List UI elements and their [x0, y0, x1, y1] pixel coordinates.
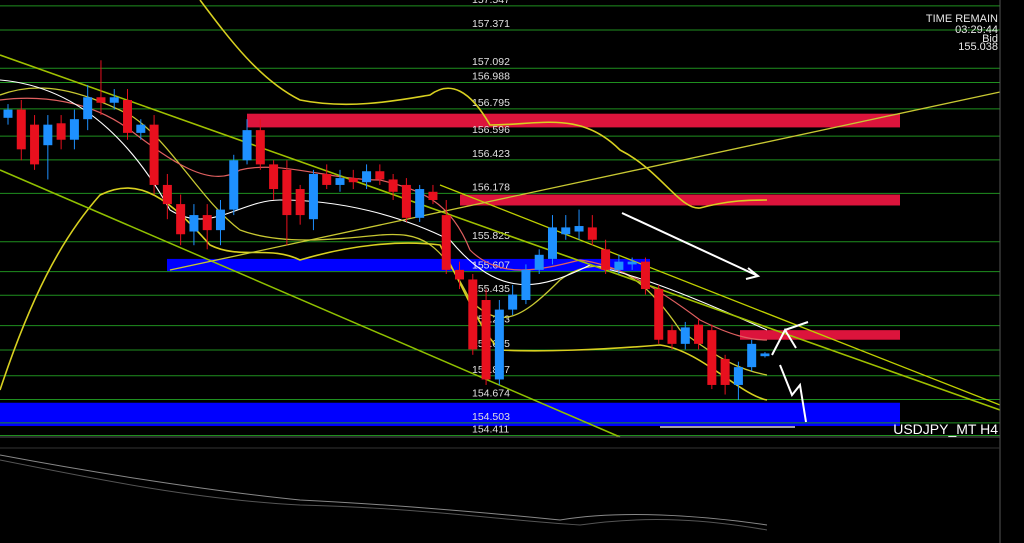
candle-body: [242, 130, 252, 161]
arrow: [779, 364, 807, 423]
candle-body: [614, 261, 624, 270]
oscillator-panel: [0, 447, 1000, 531]
upper-band: [199, 0, 768, 209]
candle-body: [362, 171, 372, 183]
candle-body: [481, 300, 491, 380]
level-label: 157.371: [472, 18, 510, 30]
candle-body: [202, 215, 212, 231]
candle-body: [547, 227, 557, 259]
candle-body: [401, 184, 411, 218]
candle-body: [508, 294, 518, 310]
zone: [167, 258, 650, 272]
arrow: [771, 321, 809, 356]
trend-line: [0, 54, 1001, 411]
level-label: 156.988: [472, 70, 510, 82]
bid-value: 155.038: [958, 41, 998, 53]
level-label: 155.607: [472, 260, 510, 272]
candle-body: [680, 327, 690, 344]
candle-body: [733, 367, 743, 385]
candle-body: [123, 100, 133, 133]
candle-body: [627, 261, 637, 265]
candle-body: [176, 204, 186, 235]
candle-body: [468, 279, 478, 350]
time-remain-value: 03:29:44: [955, 24, 998, 36]
candle-body: [16, 109, 26, 150]
level-label: 156.423: [472, 148, 510, 160]
candle-body: [654, 289, 664, 340]
level-label: 155.825: [472, 230, 510, 242]
candle-body: [348, 178, 358, 183]
candle-body: [56, 123, 66, 140]
trend-line: [439, 184, 1001, 406]
candle-body: [760, 353, 770, 357]
candle-body: [295, 189, 305, 216]
trend-line: [0, 169, 621, 438]
candle-body: [255, 130, 265, 165]
candle-body: [601, 249, 611, 270]
candle-body: [441, 215, 451, 270]
candle-body: [162, 184, 172, 205]
level-label: 157.547: [472, 0, 510, 6]
candle-body: [215, 209, 225, 231]
trend-line: [169, 91, 1001, 271]
time-remain-label: TIME REMAIN: [926, 13, 998, 25]
level-label: 154.503: [472, 411, 510, 423]
candle-body: [136, 124, 146, 133]
level-label: 156.178: [472, 181, 510, 193]
oscillator-line: [0, 454, 768, 526]
candle-body: [640, 261, 650, 290]
candle-body: [375, 171, 385, 180]
arrow: [621, 212, 761, 280]
lower-band: [0, 187, 768, 401]
symbol-label: USDJPY_MT H4: [893, 421, 998, 437]
level-label: 154.847: [472, 364, 510, 376]
candle-body: [574, 226, 584, 232]
candle-body: [534, 254, 544, 270]
candle-body: [69, 119, 79, 140]
candle-body: [561, 227, 571, 235]
candle-body: [694, 324, 704, 344]
candle-body: [428, 191, 438, 201]
candle-body: [494, 309, 504, 380]
candle-body: [83, 97, 93, 120]
candle-body: [3, 109, 13, 118]
candle-body: [96, 97, 106, 103]
bid-label: Bid: [982, 33, 998, 45]
candle-body: [30, 124, 40, 165]
candle-body: [388, 179, 398, 192]
candle-body: [747, 343, 757, 368]
level-label: 157.092: [472, 56, 510, 68]
candle-body: [521, 269, 531, 301]
candle-body: [415, 189, 425, 218]
candle-body: [229, 160, 239, 210]
candle-body: [455, 269, 465, 280]
moving-average: [0, 87, 768, 376]
oscillator-signal: [0, 459, 768, 531]
arrows: [621, 212, 809, 423]
candle-body: [109, 97, 119, 103]
candle-body: [189, 215, 199, 232]
candle-body: [707, 330, 717, 385]
candle-body: [587, 227, 597, 240]
candle-body: [667, 330, 677, 344]
level-label: 156.596: [472, 124, 510, 136]
level-label: 154.674: [472, 387, 510, 399]
candle-body: [43, 124, 53, 146]
candle-body: [282, 169, 292, 216]
zone: [247, 113, 900, 128]
candle-body: [720, 358, 730, 385]
level-label: 156.795: [472, 97, 510, 109]
level-label: 154.411: [472, 423, 509, 435]
candles: [3, 60, 770, 401]
candle-body: [335, 178, 345, 185]
zone: [460, 194, 900, 206]
candle-body: [149, 124, 159, 185]
candle-body: [322, 173, 332, 185]
level-label: 155.435: [472, 283, 510, 295]
candle-body: [308, 173, 318, 220]
candle-body: [269, 164, 279, 190]
zone: [0, 402, 900, 427]
